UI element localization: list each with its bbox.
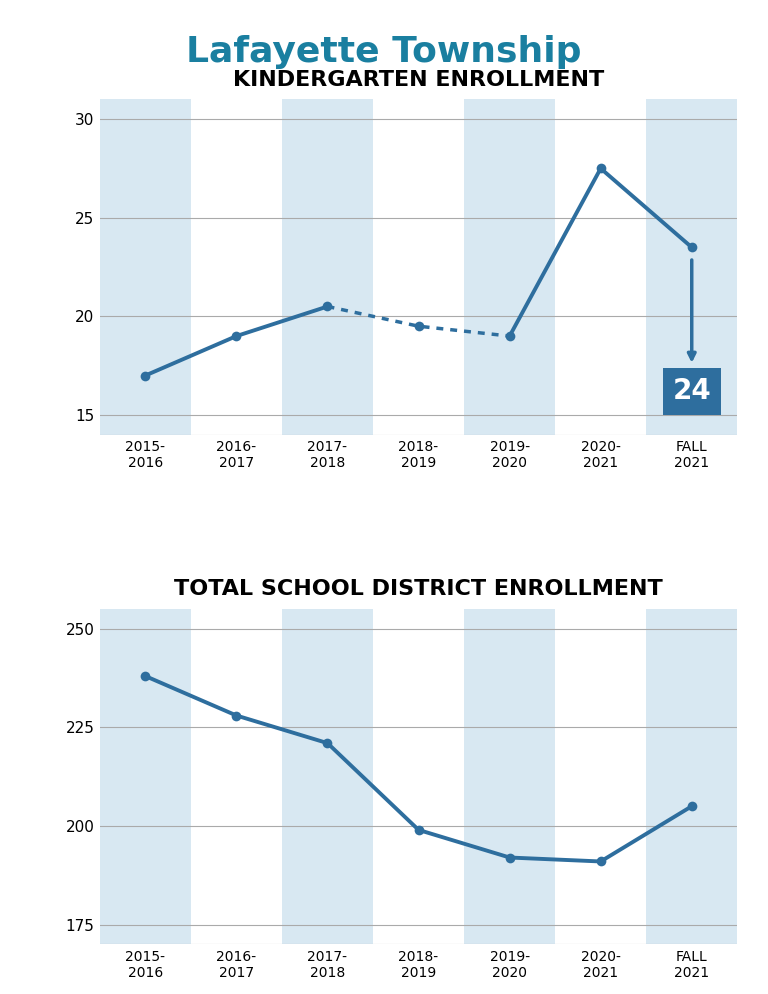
Bar	[100, 99, 191, 434]
Bar	[646, 99, 737, 434]
Bar	[646, 609, 737, 944]
Bar	[282, 99, 373, 434]
Text: Lafayette Township: Lafayette Township	[187, 35, 581, 69]
Bar	[100, 609, 191, 944]
Title: KINDERGARTEN ENROLLMENT: KINDERGARTEN ENROLLMENT	[233, 70, 604, 89]
Text: 24: 24	[672, 378, 711, 406]
Bar	[282, 609, 373, 944]
Bar	[464, 609, 555, 944]
Bar	[464, 99, 555, 434]
Title: TOTAL SCHOOL DISTRICT ENROLLMENT: TOTAL SCHOOL DISTRICT ENROLLMENT	[174, 580, 663, 599]
